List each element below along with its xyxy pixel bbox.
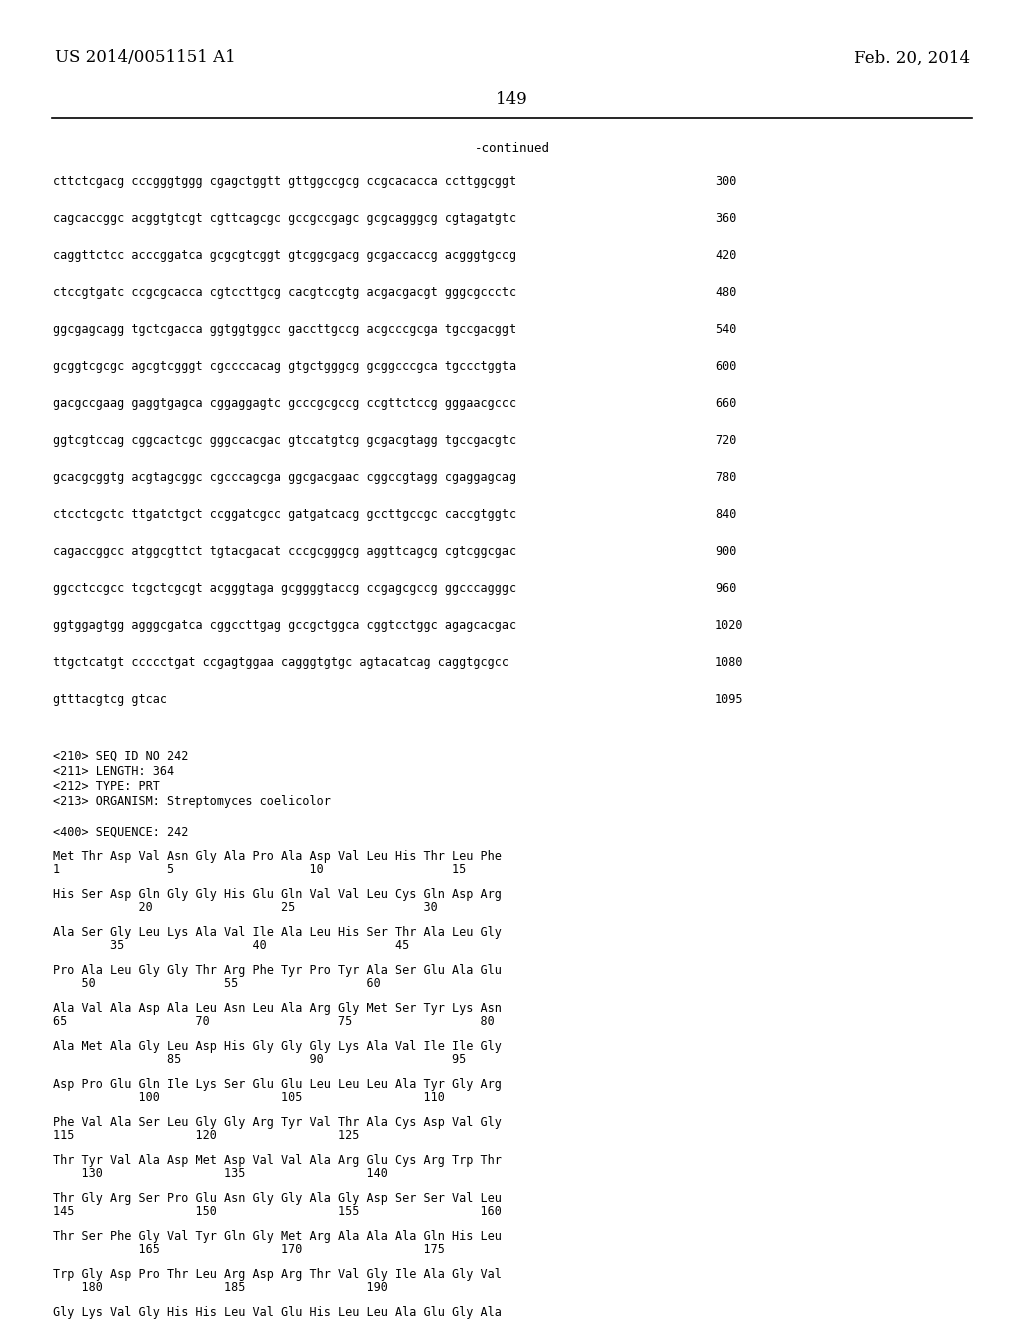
Text: 65                  70                  75                  80: 65 70 75 80 <box>53 1015 495 1028</box>
Text: 149: 149 <box>496 91 528 108</box>
Text: 840: 840 <box>715 508 736 521</box>
Text: 540: 540 <box>715 323 736 337</box>
Text: 480: 480 <box>715 286 736 300</box>
Text: US 2014/0051151 A1: US 2014/0051151 A1 <box>55 49 236 66</box>
Text: 115                 120                 125: 115 120 125 <box>53 1129 359 1142</box>
Text: 85                  90                  95: 85 90 95 <box>53 1053 466 1067</box>
Text: Thr Tyr Val Ala Asp Met Asp Val Val Ala Arg Glu Cys Arg Trp Thr: Thr Tyr Val Ala Asp Met Asp Val Val Ala … <box>53 1154 502 1167</box>
Text: 1080: 1080 <box>715 656 743 669</box>
Text: gcacgcggtg acgtagcggc cgcccagcga ggcgacgaac cggccgtagg cgaggagcag: gcacgcggtg acgtagcggc cgcccagcga ggcgacg… <box>53 471 516 484</box>
Text: 420: 420 <box>715 249 736 261</box>
Text: 780: 780 <box>715 471 736 484</box>
Text: ttgctcatgt ccccctgat ccgagtggaa cagggtgtgc agtacatcag caggtgcgcc: ttgctcatgt ccccctgat ccgagtggaa cagggtgt… <box>53 656 509 669</box>
Text: 130                 135                 140: 130 135 140 <box>53 1167 388 1180</box>
Text: 145                 150                 155                 160: 145 150 155 160 <box>53 1205 502 1218</box>
Text: cagaccggcc atggcgttct tgtacgacat cccgcgggcg aggttcagcg cgtcggcgac: cagaccggcc atggcgttct tgtacgacat cccgcgg… <box>53 545 516 558</box>
Text: 1020: 1020 <box>715 619 743 632</box>
Text: His Ser Asp Gln Gly Gly His Glu Gln Val Val Leu Cys Gln Asp Arg: His Ser Asp Gln Gly Gly His Glu Gln Val … <box>53 888 502 902</box>
Text: Thr Gly Arg Ser Pro Glu Asn Gly Gly Ala Gly Asp Ser Ser Val Leu: Thr Gly Arg Ser Pro Glu Asn Gly Gly Ala … <box>53 1192 502 1205</box>
Text: <211> LENGTH: 364: <211> LENGTH: 364 <box>53 766 174 777</box>
Text: 1095: 1095 <box>715 693 743 706</box>
Text: Met Thr Asp Val Asn Gly Ala Pro Ala Asp Val Leu His Thr Leu Phe: Met Thr Asp Val Asn Gly Ala Pro Ala Asp … <box>53 850 502 863</box>
Text: 50                  55                  60: 50 55 60 <box>53 977 381 990</box>
Text: 165                 170                 175: 165 170 175 <box>53 1243 444 1257</box>
Text: 720: 720 <box>715 434 736 447</box>
Text: <400> SEQUENCE: 242: <400> SEQUENCE: 242 <box>53 826 188 840</box>
Text: 1               5                   10                  15: 1 5 10 15 <box>53 863 466 876</box>
Text: cagcaccggc acggtgtcgt cgttcagcgc gccgccgagc gcgcagggcg cgtagatgtc: cagcaccggc acggtgtcgt cgttcagcgc gccgccg… <box>53 213 516 224</box>
Text: ggtggagtgg agggcgatca cggccttgag gccgctggca cggtcctggc agagcacgac: ggtggagtgg agggcgatca cggccttgag gccgctg… <box>53 619 516 632</box>
Text: 300: 300 <box>715 176 736 187</box>
Text: gtttacgtcg gtcac: gtttacgtcg gtcac <box>53 693 167 706</box>
Text: cttctcgacg cccgggtggg cgagctggtt gttggccgcg ccgcacacca ccttggcggt: cttctcgacg cccgggtggg cgagctggtt gttggcc… <box>53 176 516 187</box>
Text: gcggtcgcgc agcgtcgggt cgccccacag gtgctgggcg gcggcccgca tgccctggta: gcggtcgcgc agcgtcgggt cgccccacag gtgctgg… <box>53 360 516 374</box>
Text: 360: 360 <box>715 213 736 224</box>
Text: Ala Met Ala Gly Leu Asp His Gly Gly Gly Lys Ala Val Ile Ile Gly: Ala Met Ala Gly Leu Asp His Gly Gly Gly … <box>53 1040 502 1053</box>
Text: Trp Gly Asp Pro Thr Leu Arg Asp Arg Thr Val Gly Ile Ala Gly Val: Trp Gly Asp Pro Thr Leu Arg Asp Arg Thr … <box>53 1269 502 1280</box>
Text: ggcgagcagg tgctcgacca ggtggtggcc gaccttgccg acgcccgcga tgccgacggt: ggcgagcagg tgctcgacca ggtggtggcc gaccttg… <box>53 323 516 337</box>
Text: Feb. 20, 2014: Feb. 20, 2014 <box>854 49 970 66</box>
Text: <212> TYPE: PRT: <212> TYPE: PRT <box>53 780 160 793</box>
Text: Pro Ala Leu Gly Gly Thr Arg Phe Tyr Pro Tyr Ala Ser Glu Ala Glu: Pro Ala Leu Gly Gly Thr Arg Phe Tyr Pro … <box>53 964 502 977</box>
Text: 900: 900 <box>715 545 736 558</box>
Text: caggttctcc acccggatca gcgcgtcggt gtcggcgacg gcgaccaccg acgggtgccg: caggttctcc acccggatca gcgcgtcggt gtcggcg… <box>53 249 516 261</box>
Text: Ala Ser Gly Leu Lys Ala Val Ile Ala Leu His Ser Thr Ala Leu Gly: Ala Ser Gly Leu Lys Ala Val Ile Ala Leu … <box>53 927 502 939</box>
Text: 20                  25                  30: 20 25 30 <box>53 902 437 913</box>
Text: Phe Val Ala Ser Leu Gly Gly Arg Tyr Val Thr Ala Cys Asp Val Gly: Phe Val Ala Ser Leu Gly Gly Arg Tyr Val … <box>53 1115 502 1129</box>
Text: 180                 185                 190: 180 185 190 <box>53 1280 388 1294</box>
Text: Asp Pro Glu Gln Ile Lys Ser Glu Glu Leu Leu Leu Ala Tyr Gly Arg: Asp Pro Glu Gln Ile Lys Ser Glu Glu Leu … <box>53 1078 502 1092</box>
Text: Ala Val Ala Asp Ala Leu Asn Leu Ala Arg Gly Met Ser Tyr Lys Asn: Ala Val Ala Asp Ala Leu Asn Leu Ala Arg … <box>53 1002 502 1015</box>
Text: 600: 600 <box>715 360 736 374</box>
Text: 660: 660 <box>715 397 736 411</box>
Text: ggcctccgcc tcgctcgcgt acgggtaga gcggggtaccg ccgagcgccg ggcccagggc: ggcctccgcc tcgctcgcgt acgggtaga gcggggta… <box>53 582 516 595</box>
Text: Gly Lys Val Gly His His Leu Val Glu His Leu Leu Ala Glu Gly Ala: Gly Lys Val Gly His His Leu Val Glu His … <box>53 1305 502 1319</box>
Text: 100                 105                 110: 100 105 110 <box>53 1092 444 1104</box>
Text: ggtcgtccag cggcactcgc gggccacgac gtccatgtcg gcgacgtagg tgccgacgtc: ggtcgtccag cggcactcgc gggccacgac gtccatg… <box>53 434 516 447</box>
Text: Thr Ser Phe Gly Val Tyr Gln Gly Met Arg Ala Ala Ala Gln His Leu: Thr Ser Phe Gly Val Tyr Gln Gly Met Arg … <box>53 1230 502 1243</box>
Text: 960: 960 <box>715 582 736 595</box>
Text: gacgccgaag gaggtgagca cggaggagtc gcccgcgccg ccgttctccg gggaacgccc: gacgccgaag gaggtgagca cggaggagtc gcccgcg… <box>53 397 516 411</box>
Text: ctcctcgctc ttgatctgct ccggatcgcc gatgatcacg gccttgccgc caccgtggtc: ctcctcgctc ttgatctgct ccggatcgcc gatgatc… <box>53 508 516 521</box>
Text: <210> SEQ ID NO 242: <210> SEQ ID NO 242 <box>53 750 188 763</box>
Text: -continued: -continued <box>474 141 550 154</box>
Text: <213> ORGANISM: Streptomyces coelicolor: <213> ORGANISM: Streptomyces coelicolor <box>53 795 331 808</box>
Text: ctccgtgatc ccgcgcacca cgtccttgcg cacgtccgtg acgacgacgt gggcgccctc: ctccgtgatc ccgcgcacca cgtccttgcg cacgtcc… <box>53 286 516 300</box>
Text: 35                  40                  45: 35 40 45 <box>53 939 410 952</box>
